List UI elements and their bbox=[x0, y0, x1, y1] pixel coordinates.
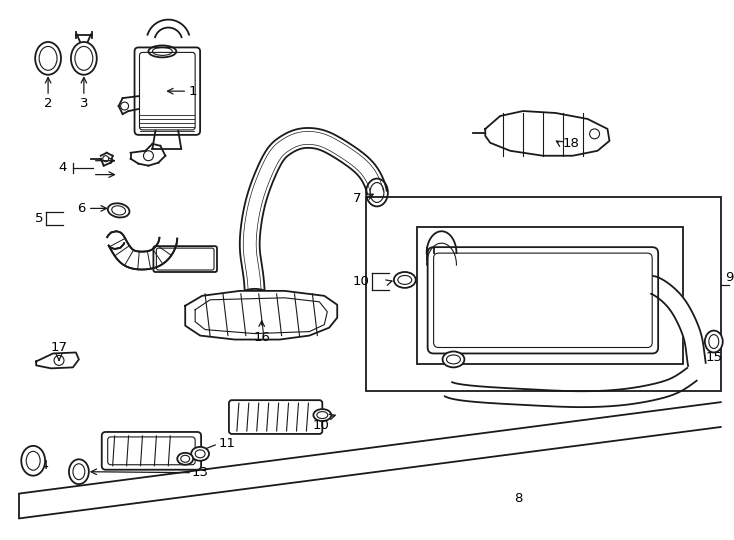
Ellipse shape bbox=[21, 446, 45, 476]
Polygon shape bbox=[107, 231, 177, 269]
Polygon shape bbox=[36, 353, 79, 368]
FancyBboxPatch shape bbox=[428, 247, 658, 354]
Text: 10: 10 bbox=[313, 420, 330, 433]
Ellipse shape bbox=[191, 447, 209, 461]
FancyBboxPatch shape bbox=[229, 400, 322, 434]
Ellipse shape bbox=[705, 330, 723, 353]
Polygon shape bbox=[185, 291, 337, 340]
Bar bbox=[366, 198, 721, 391]
Text: 14: 14 bbox=[33, 459, 50, 472]
Text: 12: 12 bbox=[192, 450, 208, 463]
Text: 16: 16 bbox=[253, 331, 270, 344]
Polygon shape bbox=[445, 368, 697, 407]
Text: 9: 9 bbox=[724, 272, 733, 285]
FancyBboxPatch shape bbox=[102, 432, 201, 470]
Text: 13: 13 bbox=[192, 466, 208, 479]
Text: 5: 5 bbox=[35, 212, 43, 225]
Text: 10: 10 bbox=[352, 275, 369, 288]
Text: 6: 6 bbox=[76, 202, 85, 215]
Text: 4: 4 bbox=[59, 161, 68, 174]
Ellipse shape bbox=[177, 453, 193, 465]
Text: 18: 18 bbox=[562, 137, 579, 150]
Bar bbox=[417, 227, 683, 364]
Text: 11: 11 bbox=[219, 437, 236, 450]
Text: 17: 17 bbox=[51, 341, 68, 354]
Polygon shape bbox=[651, 276, 705, 366]
Ellipse shape bbox=[394, 272, 415, 288]
Text: 3: 3 bbox=[79, 97, 88, 110]
Ellipse shape bbox=[443, 352, 465, 367]
Ellipse shape bbox=[69, 460, 89, 484]
Text: 8: 8 bbox=[514, 492, 523, 505]
Polygon shape bbox=[485, 111, 609, 156]
Ellipse shape bbox=[313, 409, 331, 421]
Text: 15: 15 bbox=[705, 351, 722, 364]
Polygon shape bbox=[240, 128, 387, 295]
Text: 1: 1 bbox=[189, 85, 197, 98]
Text: 2: 2 bbox=[44, 97, 52, 110]
Text: 7: 7 bbox=[353, 192, 361, 205]
